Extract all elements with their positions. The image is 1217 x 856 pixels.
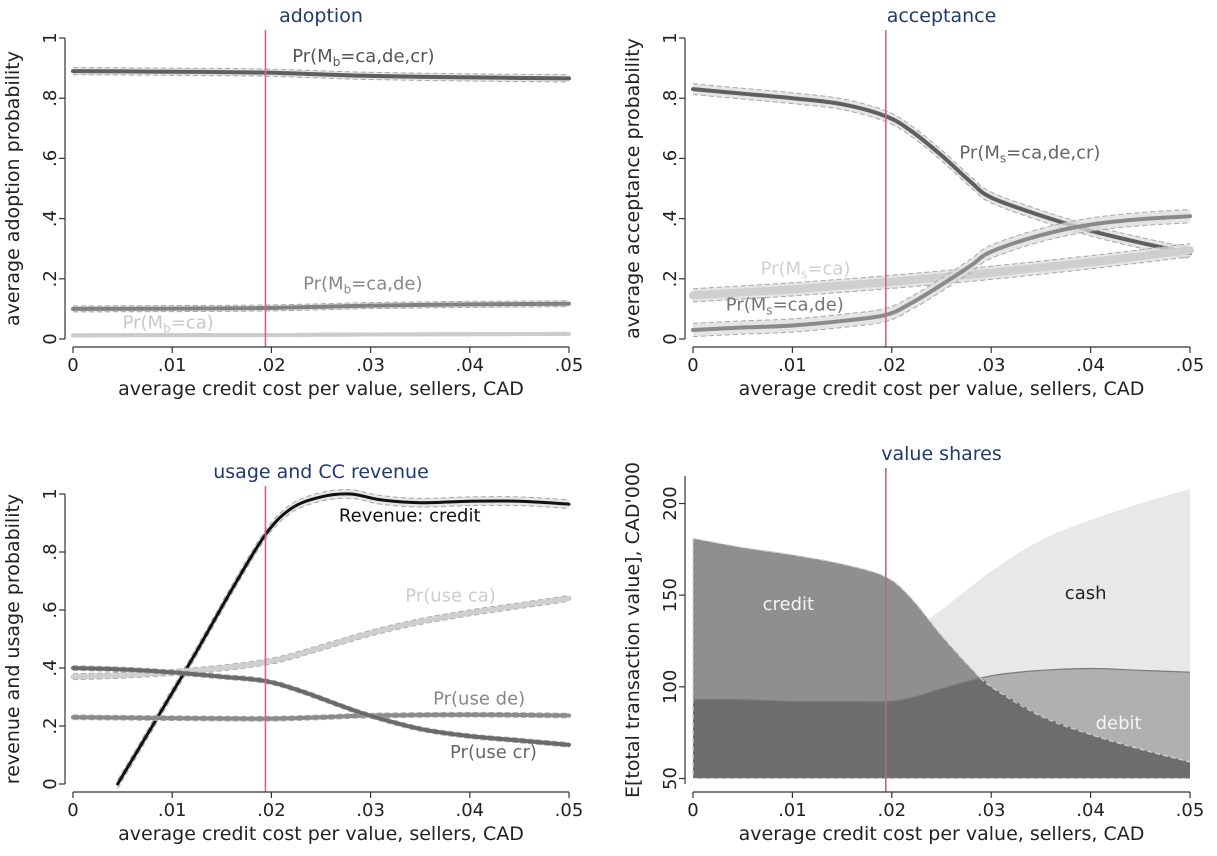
x-tick-label: .05 (555, 800, 584, 821)
y-tick-label: 0 (40, 778, 61, 789)
x-tick-label: .01 (778, 800, 807, 821)
y-tick-label: .6 (660, 150, 681, 167)
y-tick-label: .8 (40, 543, 61, 560)
y-tick-label: .2 (40, 270, 61, 287)
y-tick-label: .4 (660, 210, 681, 227)
y-tick-label: 150 (660, 578, 681, 612)
annotation-0: credit (763, 594, 814, 615)
y-axis-label: E[total transaction value], CAD'000 (622, 462, 644, 798)
annotation-2: Pr(use de) (433, 688, 525, 709)
x-tick-label: .04 (455, 355, 484, 376)
x-tick-label: .02 (257, 800, 286, 821)
x-tick-label: 0 (687, 355, 698, 376)
y-tick-label: 1 (40, 32, 61, 43)
annotation-0: Revenue: credit (339, 506, 481, 527)
y-tick-label: .8 (660, 90, 681, 107)
chart-title: value shares (881, 443, 1002, 465)
x-axis-label: average credit cost per value, sellers, … (739, 378, 1145, 400)
x-tick-label: .03 (356, 355, 385, 376)
annotation-3: Pr(use cr) (450, 742, 537, 763)
x-tick-label: .01 (158, 355, 187, 376)
y-tick-label: 0 (660, 333, 681, 344)
x-tick-label: .03 (977, 355, 1006, 376)
y-tick-label: 100 (660, 670, 681, 704)
y-axis-label: average adoption probability (2, 51, 24, 326)
y-axis-label: average acceptance probability (622, 38, 644, 339)
annotation-1: cash (1065, 583, 1107, 604)
x-tick-label: .05 (1176, 355, 1205, 376)
y-tick-label: .4 (40, 210, 61, 227)
x-axis-label: average credit cost per value, sellers, … (118, 378, 524, 400)
y-tick-label: 1 (40, 488, 61, 499)
x-tick-label: 0 (67, 800, 78, 821)
x-tick-label: 0 (687, 800, 698, 821)
x-tick-label: .04 (1076, 800, 1105, 821)
chart-title: adoption (279, 5, 363, 27)
x-tick-label: .03 (977, 800, 1006, 821)
y-tick-label: 1 (660, 32, 681, 43)
x-tick-label: .01 (158, 800, 187, 821)
annotation-0: Pr(Mb=ca,de,cr) (292, 46, 434, 69)
x-tick-label: .04 (455, 800, 484, 821)
y-tick-label: .6 (40, 601, 61, 618)
series-line-2 (73, 334, 569, 336)
annotation-0: Pr(Ms=ca,de,cr) (959, 142, 1100, 165)
chart-title: acceptance (887, 5, 997, 27)
x-tick-label: .05 (555, 355, 584, 376)
x-tick-label: .02 (877, 355, 906, 376)
x-tick-label: .02 (257, 355, 286, 376)
y-tick-label: .6 (40, 150, 61, 167)
chart-title: usage and CC revenue (213, 461, 429, 483)
annotation-2: debit (1096, 713, 1142, 734)
y-tick-label: .8 (40, 90, 61, 107)
annotation-1: Pr(use ca) (405, 585, 496, 606)
x-tick-label: .02 (877, 800, 906, 821)
y-tick-label: 0 (40, 333, 61, 344)
y-tick-label: .2 (40, 717, 61, 734)
x-tick-label: 0 (67, 355, 78, 376)
x-axis-label: average credit cost per value, sellers, … (118, 823, 524, 845)
y-tick-label: .4 (40, 659, 61, 676)
x-tick-label: .05 (1176, 800, 1205, 821)
y-axis-label: revenue and usage probability (2, 494, 24, 784)
x-tick-label: .03 (356, 800, 385, 821)
annotation-2: Pr(Ms=ca,de) (726, 294, 844, 317)
y-tick-label: 50 (660, 767, 681, 790)
x-tick-label: .01 (778, 355, 807, 376)
y-tick-label: .2 (660, 270, 681, 287)
x-axis-label: average credit cost per value, sellers, … (739, 823, 1145, 845)
annotation-1: Pr(Mb=ca,de) (303, 273, 422, 296)
y-tick-label: 200 (660, 486, 681, 520)
x-tick-label: .04 (1076, 355, 1105, 376)
